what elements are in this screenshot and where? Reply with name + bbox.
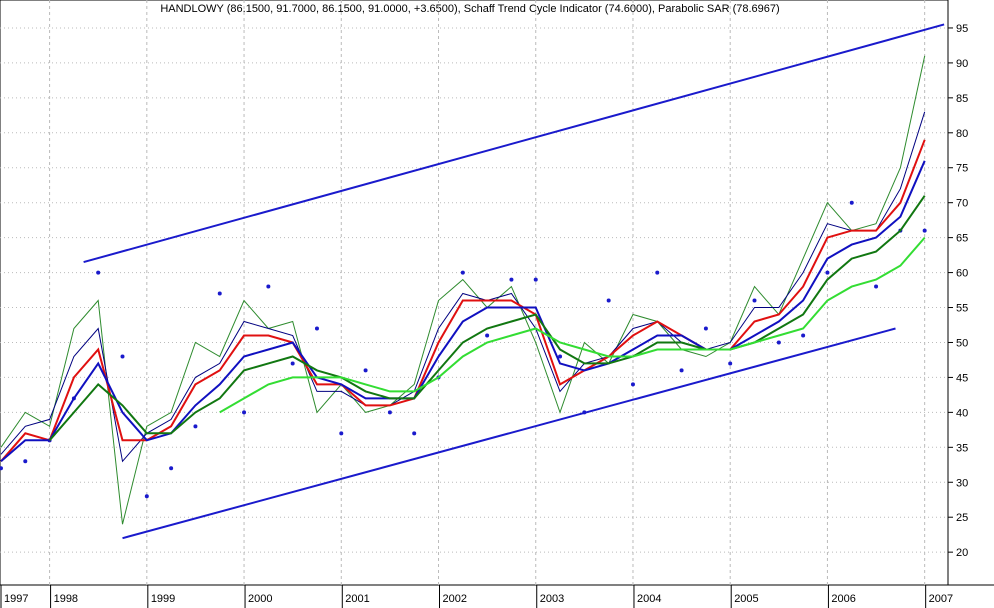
y-tick-label: 30	[956, 477, 968, 489]
sar-dot	[339, 431, 344, 436]
sar-dot	[801, 333, 806, 338]
y-tick-label: 70	[956, 198, 968, 210]
sar-dot	[290, 361, 295, 366]
sar-dot	[412, 431, 417, 436]
sar-dot	[849, 200, 854, 205]
sar-dot	[558, 354, 563, 359]
y-tick-label: 85	[956, 93, 968, 105]
x-tick-label: 2002	[443, 593, 467, 605]
y-tick-label: 55	[956, 303, 968, 315]
sar-dot	[217, 291, 222, 296]
sar-dot	[533, 277, 538, 282]
x-tick-label: 1997	[4, 593, 28, 605]
x-tick-label: 2006	[831, 593, 855, 605]
y-tick-label: 20	[956, 547, 968, 559]
y-tick-label: 65	[956, 233, 968, 245]
sar-dot	[776, 340, 781, 345]
y-tick-label: 75	[956, 163, 968, 175]
x-tick-label: 2003	[540, 593, 564, 605]
sar-dot	[922, 228, 927, 233]
sar-dot	[630, 382, 635, 387]
sar-dot	[242, 410, 247, 415]
series-line	[0, 55, 926, 525]
sar-dot	[460, 270, 465, 275]
y-tick-label: 40	[956, 407, 968, 419]
x-tick-label: 1998	[54, 593, 78, 605]
sar-dot	[23, 459, 28, 464]
y-tick-label: 35	[956, 442, 968, 454]
series-line	[219, 236, 926, 414]
sar-dot	[0, 466, 3, 471]
sar-dot	[387, 410, 392, 415]
sar-dot	[703, 326, 708, 331]
sar-dot	[363, 368, 368, 373]
x-tick-label: 2005	[734, 593, 758, 605]
sar-dot	[485, 333, 490, 338]
series-line	[48, 195, 926, 441]
sar-dot	[606, 298, 611, 303]
y-tick-label: 90	[956, 58, 968, 70]
series-line	[0, 139, 926, 462]
x-tick-label: 2000	[248, 593, 272, 605]
sar-dot	[679, 368, 684, 373]
sar-dot	[96, 270, 101, 275]
y-tick-label: 80	[956, 128, 968, 140]
y-tick-label: 45	[956, 372, 968, 384]
y-tick-label: 25	[956, 512, 968, 524]
sar-dot	[582, 410, 587, 415]
y-tick-label: 60	[956, 268, 968, 280]
x-tick-label: 2007	[929, 593, 953, 605]
sar-dot	[169, 466, 174, 471]
sar-dot	[655, 270, 660, 275]
sar-dot	[874, 284, 879, 289]
sar-dot	[193, 424, 198, 429]
chart-title: HANDLOWY (86.1500, 91.7000, 86.1500, 91.…	[160, 3, 779, 15]
series-line	[0, 111, 926, 463]
series-line	[0, 160, 926, 463]
sar-dot	[752, 298, 757, 303]
sar-dot	[825, 270, 830, 275]
x-tick-label: 2001	[345, 593, 369, 605]
sar-dot	[509, 277, 514, 282]
sar-dot	[144, 494, 149, 499]
x-tick-label: 1999	[151, 593, 175, 605]
y-tick-label: 50	[956, 337, 968, 349]
sar-dot	[728, 361, 733, 366]
sar-dot	[120, 354, 125, 359]
x-tick-label: 2004	[637, 593, 661, 605]
trend-line	[122, 327, 896, 540]
trend-line	[83, 23, 945, 264]
sar-dot	[314, 326, 319, 331]
sar-dot	[266, 284, 271, 289]
y-tick-label: 95	[956, 23, 968, 35]
